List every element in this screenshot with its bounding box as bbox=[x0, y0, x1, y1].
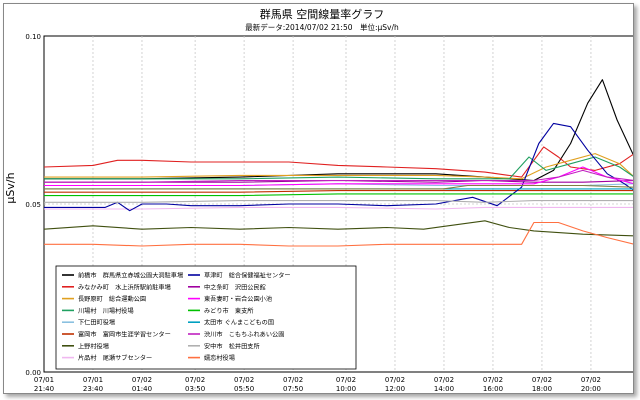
x-tick-date: 07/02 bbox=[185, 376, 205, 384]
x-tick-date: 07/02 bbox=[132, 376, 152, 384]
legend-label: 長野原町 総合運動公園 bbox=[78, 295, 146, 303]
legend-label: 富岡市 富岡市生涯学習センター bbox=[78, 331, 171, 339]
series-line bbox=[44, 122, 633, 212]
chart-subtitle: 最新データ:2014/07/02 21:50 単位:μSv/h bbox=[245, 22, 399, 32]
x-tick-date: 07/02 bbox=[581, 376, 601, 384]
legend-label: 下仁田町役場 bbox=[78, 319, 115, 327]
x-tick-time: 23:40 bbox=[83, 385, 103, 393]
x-tick-date: 07/02 bbox=[283, 376, 303, 384]
y-axis-label: μSv/h bbox=[4, 172, 17, 203]
series-line bbox=[44, 169, 633, 183]
series-line bbox=[43, 220, 633, 237]
x-tick-date: 07/01 bbox=[34, 376, 54, 384]
x-tick-time: 16:00 bbox=[483, 385, 503, 393]
x-tick-date: 07/02 bbox=[336, 376, 356, 384]
series-line bbox=[44, 221, 633, 247]
series-line bbox=[44, 153, 633, 180]
legend-label: 前橋市 群馬県立赤城公園大洞駐車場 bbox=[78, 272, 183, 280]
legend-label: 東吾妻町・岩合公園小池 bbox=[204, 295, 272, 303]
y-tick-label: 0.05 bbox=[25, 201, 41, 209]
legend-label: 上野村役場 bbox=[78, 342, 109, 350]
series-line bbox=[44, 184, 633, 190]
legend-label: 川場村 川場村役場 bbox=[78, 307, 134, 315]
series-line bbox=[43, 146, 633, 178]
x-tick-date: 07/02 bbox=[532, 376, 552, 384]
x-tick-time: 03:50 bbox=[185, 385, 205, 393]
x-tick-date: 07/02 bbox=[234, 376, 254, 384]
chart-canvas: 群馬県 空間線量率グラフ 最新データ:2014/07/02 21:50 単位:μ… bbox=[4, 7, 633, 393]
x-tick-time: 05:50 bbox=[234, 385, 254, 393]
legend-box bbox=[55, 265, 357, 370]
series-line bbox=[44, 179, 633, 183]
x-tick-date: 07/02 bbox=[385, 376, 405, 384]
x-tick-date: 07/02 bbox=[483, 376, 503, 384]
x-tick-time: 18:00 bbox=[532, 385, 552, 393]
y-tick-label: 0.10 bbox=[25, 33, 41, 41]
legend-label: 渋川市 こもちふれあい公園 bbox=[204, 331, 284, 339]
series-line bbox=[44, 190, 633, 193]
legend-label: 安中市 松井田支所 bbox=[204, 342, 260, 350]
chart-title: 群馬県 空間線量率グラフ bbox=[260, 7, 385, 21]
x-tick-time: 12:00 bbox=[385, 385, 405, 393]
series-line bbox=[44, 156, 633, 180]
x-tick-time: 21:40 bbox=[34, 385, 54, 393]
x-tick-time: 14:00 bbox=[434, 385, 454, 393]
legend-label: 太田市 ぐんまこどもの国 bbox=[204, 319, 274, 327]
series-line bbox=[44, 206, 633, 210]
x-tick-time: 07:50 bbox=[283, 385, 303, 393]
series-line bbox=[44, 193, 633, 197]
series-line bbox=[44, 200, 633, 203]
legend-label: 中之条町 沢田公民館 bbox=[204, 283, 266, 291]
x-tick-time: 20:00 bbox=[581, 385, 601, 393]
x-tick-date: 07/01 bbox=[83, 376, 103, 384]
x-tick-time: 10:00 bbox=[336, 385, 356, 393]
legend-label: みどり市 東支所 bbox=[204, 307, 254, 315]
chart-frame: 群馬県 空間線量率グラフ 最新データ:2014/07/02 21:50 単位:μ… bbox=[3, 3, 634, 394]
y-tick-label: 0.00 bbox=[25, 369, 41, 377]
x-tick-date: 07/02 bbox=[434, 376, 454, 384]
series-line bbox=[44, 166, 633, 187]
x-tick-time: 01:40 bbox=[132, 385, 152, 393]
legend-label: 嬬恋村役場 bbox=[204, 354, 235, 362]
legend-label: みなかみ町 水上浜所駅前駐車場 bbox=[78, 283, 171, 291]
legend-label: 片品村 尾瀬サブセンター bbox=[78, 354, 152, 362]
legend-label: 草津町 総合保健福祉センター bbox=[204, 272, 291, 280]
